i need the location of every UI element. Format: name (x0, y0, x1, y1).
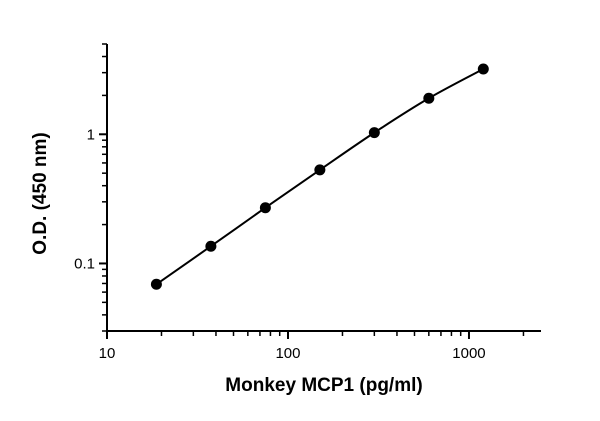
data-point (477, 63, 489, 75)
data-point (314, 164, 326, 176)
data-point (368, 127, 380, 139)
x-tick-label: 10 (99, 345, 116, 362)
x-tick-label: 100 (275, 345, 300, 362)
fit-curve (155, 68, 484, 286)
x-axis-title: Monkey MCP1 (pg/ml) (225, 375, 422, 396)
data-point (205, 240, 217, 252)
y-axis-title: O.D. (450 nm) (30, 132, 51, 254)
x-tick-label: 1000 (452, 345, 485, 362)
data-points (150, 63, 489, 290)
y-tick-label: 1 (87, 126, 95, 143)
data-point (150, 278, 162, 290)
x-axis-ticks: 10 100 1000 (99, 331, 525, 362)
y-tick-label: 0.1 (74, 255, 95, 272)
data-point (259, 202, 271, 214)
y-axis-ticks: 0.11 (74, 43, 107, 332)
data-point (423, 92, 435, 104)
